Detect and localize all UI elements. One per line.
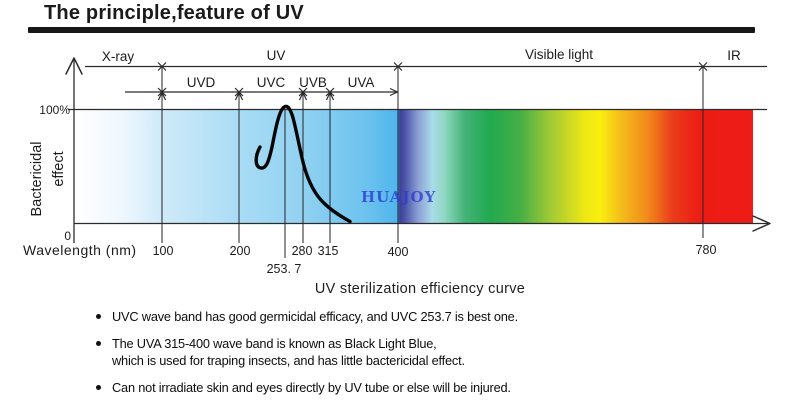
list-item: Can not irradiate skin and eyes directly… [88, 379, 758, 396]
page-title: The principle,feature of UV [44, 2, 304, 24]
y-axis-arrow-icon [65, 57, 83, 75]
tick-280: 280 [292, 244, 313, 258]
subband-label-uvc: UVC [257, 75, 286, 90]
list-item-text: The UVA 315-400 wave band is known as Bl… [112, 336, 437, 351]
tick-780: 780 [696, 243, 717, 257]
subband-label-uva: UVA [348, 75, 375, 90]
y-min-label: 0 [64, 229, 71, 243]
title-underline [28, 27, 755, 33]
list-item: UVC wave band has good germicidal effica… [88, 308, 758, 325]
y-axis-title-line1: Bactericidal [29, 142, 45, 217]
band-label-visible-light: Visible light [525, 47, 593, 62]
y-axis-title-line2: effect [51, 151, 67, 186]
x-axis-arrow-icon [752, 215, 771, 232]
list-item-text: UVC wave band has good germicidal effica… [112, 309, 518, 324]
band-label-uv: UV [267, 48, 286, 63]
subband-label-uvb: UVB [299, 75, 327, 90]
tick-100: 100 [153, 244, 174, 258]
bullet-dot-icon [96, 341, 101, 346]
subband-label-uvd: UVD [187, 75, 216, 90]
list-item-text: which is used for traping insects, and h… [112, 353, 465, 368]
notes-list: UVC wave band has good germicidal effica… [88, 308, 758, 401]
watermark: HUAJOY [361, 188, 437, 206]
dimension-arrowheads [157, 87, 399, 101]
list-item-text: Can not irradiate skin and eyes directly… [112, 380, 511, 395]
list-item: The UVA 315-400 wave band is known as Bl… [88, 335, 758, 369]
band-label-xray: X-ray [102, 49, 135, 64]
band-label-ir: IR [727, 48, 741, 63]
tick-200: 200 [230, 244, 251, 258]
tick-315: 315 [318, 244, 339, 258]
bactericidal-curve [254, 104, 352, 224]
tick-400: 400 [388, 245, 409, 259]
x-axis-title: Wavelength (nm) [23, 242, 137, 258]
bullet-dot-icon [96, 385, 101, 390]
y-max-label: 100% [39, 103, 70, 117]
bullet-dot-icon [96, 314, 101, 319]
dimension-cross-marks [157, 62, 708, 97]
spectrum-band [75, 110, 753, 224]
chart-caption: UV sterilization efficiency curve [314, 281, 526, 297]
tick-peak-253-7: 253. 7 [267, 262, 302, 276]
